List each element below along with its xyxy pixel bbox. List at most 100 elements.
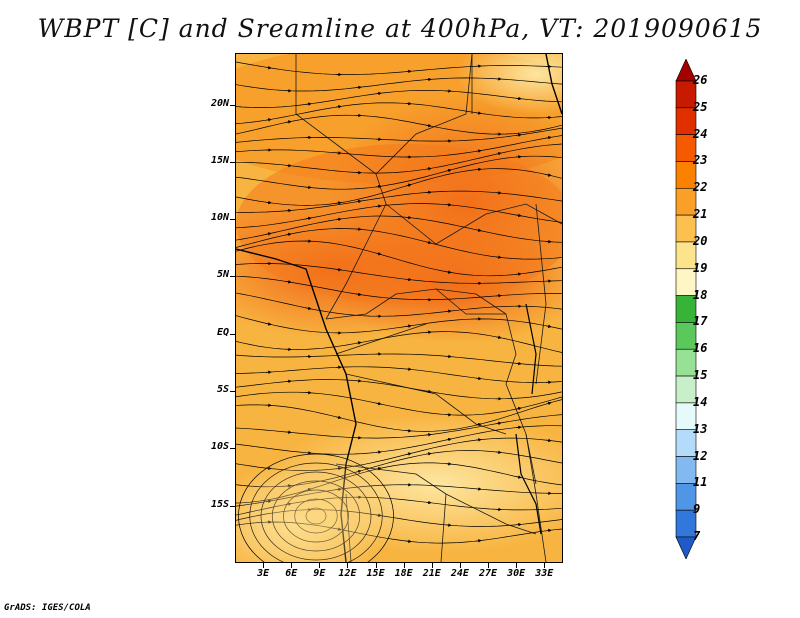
streamline [236,190,562,213]
streamline [236,240,562,277]
lat-tick-label: 15S [210,498,229,510]
credit-label: GrADS: IGES/COLA [4,603,91,613]
streamline-arrow [265,200,272,205]
streamline-arrow [425,500,432,505]
lat-tick-label: EQ [216,326,229,338]
streamline [236,315,562,334]
streamline [236,450,562,488]
streamline-arrow [405,183,412,187]
streamline-arrow [425,167,432,171]
lon-tick-mark [459,563,461,568]
streamline-arrow [515,475,522,479]
lat-tick-mark [230,161,235,163]
lon-tick-label: 21E [422,568,441,579]
lon-tick-label: 3E [257,568,270,579]
streamline [236,496,562,516]
streamline-arrow [545,173,552,177]
lon-tick-label: 30E [507,568,526,579]
streamline [236,275,562,301]
streamline-arrow [375,184,382,189]
lat-tick-label: 5N [216,269,229,281]
lon-tick-label: 33E [535,568,554,579]
streamline-arrow [475,539,482,543]
streamline-arrow [425,389,432,394]
streamline-arrow [475,422,482,427]
colorbar-label: 14 [693,394,708,409]
lon-tick-mark [375,563,377,568]
streamline [236,90,562,108]
streamline [236,414,562,439]
streamline-arrow [355,199,362,204]
lake-tanganyika-outline [515,433,542,535]
streamline-arrow [305,488,312,492]
chart-title: WBPT [C] and Sreamline at 400hPa, VT: 20… [37,14,763,43]
colorbar-label: 15 [693,368,708,383]
lon-tick-mark [544,563,546,568]
colorbar-label: 17 [693,314,708,329]
streamline-arrow [545,324,552,328]
colorbar-label: 13 [693,421,708,436]
colorbar-label: 18 [693,287,708,302]
streamline-arrow [335,267,342,272]
streamline [236,77,562,92]
streamline [236,228,562,260]
lon-tick-label: 24E [450,568,469,579]
streamline-arrow [515,133,522,137]
colorbar-label: 23 [693,153,708,168]
streamline-arrow [515,272,522,276]
lon-tick-mark [291,563,293,568]
streamline-arrow [545,438,552,443]
lon-tick-label: 12E [338,568,357,579]
streamline-arrow [475,228,482,232]
streamline-arrow [425,452,432,456]
vortex-streamline [249,462,383,562]
streamline-arrow [495,421,502,426]
colorbar [675,59,697,559]
lon-tick-label: 6E [285,568,298,579]
streamline [236,168,562,206]
streamline-arrow [475,376,482,381]
lon-tick-label: 27E [478,568,498,579]
streamline-arrow [335,487,342,492]
streamline [236,155,562,190]
map-canvas [236,54,562,562]
streamline-arrow [445,437,452,442]
streamline-arrow [425,240,432,245]
country-borders [295,54,562,562]
streamline-arrow [545,528,552,533]
streamline-arrow [495,255,502,259]
streamline-arrow [265,118,272,122]
lon-tick-mark [319,563,321,568]
vortex-streamline [305,507,327,525]
streamline [236,292,562,317]
lon-tick-mark [516,563,518,568]
streamline-arrow [305,216,312,221]
lon-tick-mark [488,563,490,568]
lat-tick-label: 20N [210,97,229,109]
streamline-arrow [305,102,312,106]
vortex-streamline [271,480,361,552]
streamline-arrow [495,335,502,339]
streamline-arrow [425,123,432,128]
streamline-arrow [375,401,382,406]
streamline [236,509,562,527]
streamline [236,399,562,432]
vortex-streamline [294,498,338,534]
streamline [236,263,562,284]
streamline [236,102,562,125]
streamline-arrow [265,65,272,70]
streamline-arrow [545,401,552,406]
wbpt-field-19c-ne [456,54,562,114]
colorbar-label: 16 [693,341,708,356]
streamline-arrow [475,149,482,153]
streamline-arrow [405,539,412,544]
colorbar-label: 21 [693,207,708,222]
streamline [236,353,562,367]
streamline-arrow [285,280,292,284]
lon-tick-mark [347,563,349,568]
wbpt-field-22c [236,144,562,304]
streamline-arrow [355,341,362,345]
lat-tick-mark [230,276,235,278]
lake-victoria-outline [525,303,537,395]
streamline [236,331,562,353]
